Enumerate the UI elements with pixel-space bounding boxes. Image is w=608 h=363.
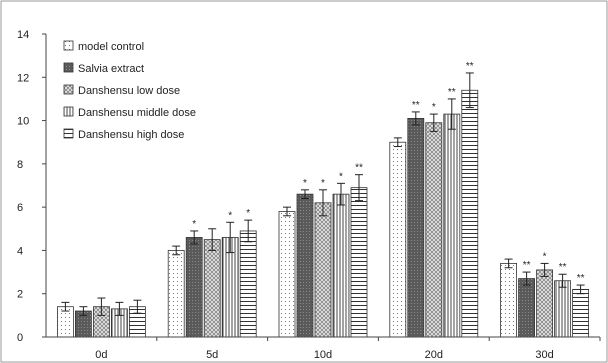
legend-label: Danshensu low dose [78,85,180,97]
legend-swatch [63,106,74,117]
y-tick-label: 2 [17,289,23,301]
bar [407,118,425,338]
significance-marker: ** [559,262,567,273]
significance-marker: * [192,219,196,230]
y-tick-label: 12 [17,72,29,84]
bar [572,288,589,338]
bar [389,141,407,338]
legend-label: Danshensu high dose [78,129,184,141]
y-tick-label: 0 [17,332,23,344]
bar [518,278,535,338]
bar [314,202,332,338]
bar [461,89,479,338]
legend-label: Danshensu middle dose [78,107,196,119]
bar [443,113,461,338]
significance-marker: * [246,208,250,219]
legend-label: Salvia extract [78,63,144,75]
bar [332,193,350,338]
bar [425,122,443,338]
significance-marker: * [303,178,307,189]
significance-marker: * [432,102,436,113]
x-axis: 0d 5d 10d 20d 30d [46,336,601,361]
significance-marker: ** [355,163,363,174]
x-tick-label: 10d [314,349,332,361]
x-tick-label: 30d [535,349,553,361]
legend: model control Salvia extract Danshensu low… [63,40,196,141]
bar [167,250,185,338]
y-tick-label: 8 [17,159,23,171]
legend-swatch [63,84,74,95]
bar [203,239,221,338]
x-tick-label: 0d [95,349,107,361]
x-tick-label: 20d [425,349,443,361]
significance-marker: ** [466,61,474,72]
bar [278,211,296,338]
bar [536,269,553,338]
significance-marker: * [543,251,547,262]
significance-marker: ** [412,100,420,111]
bar [350,187,368,338]
y-tick-label: 14 [17,29,29,41]
significance-marker: * [321,178,325,189]
bar [239,230,257,338]
legend-label: model control [78,41,144,53]
significance-marker: ** [523,260,531,271]
x-tick-label: 5d [206,349,218,361]
bar [185,237,203,338]
significance-marker: * [339,171,343,182]
legend-swatch [63,128,74,139]
significance-marker: * [228,210,232,221]
bar [500,263,518,338]
bar [554,280,571,338]
bar [296,193,314,338]
y-tick-label: 4 [17,245,23,257]
y-axis: 0 2 4 6 8 10 12 14 [17,29,47,344]
significance-marker: ** [448,87,456,98]
y-tick-label: 10 [17,116,29,128]
significance-marker: ** [577,273,585,284]
bars: ** ** ****** ************ [57,61,589,338]
y-tick-label: 6 [17,202,23,214]
legend-swatch [63,40,74,51]
legend-swatch [63,62,74,73]
